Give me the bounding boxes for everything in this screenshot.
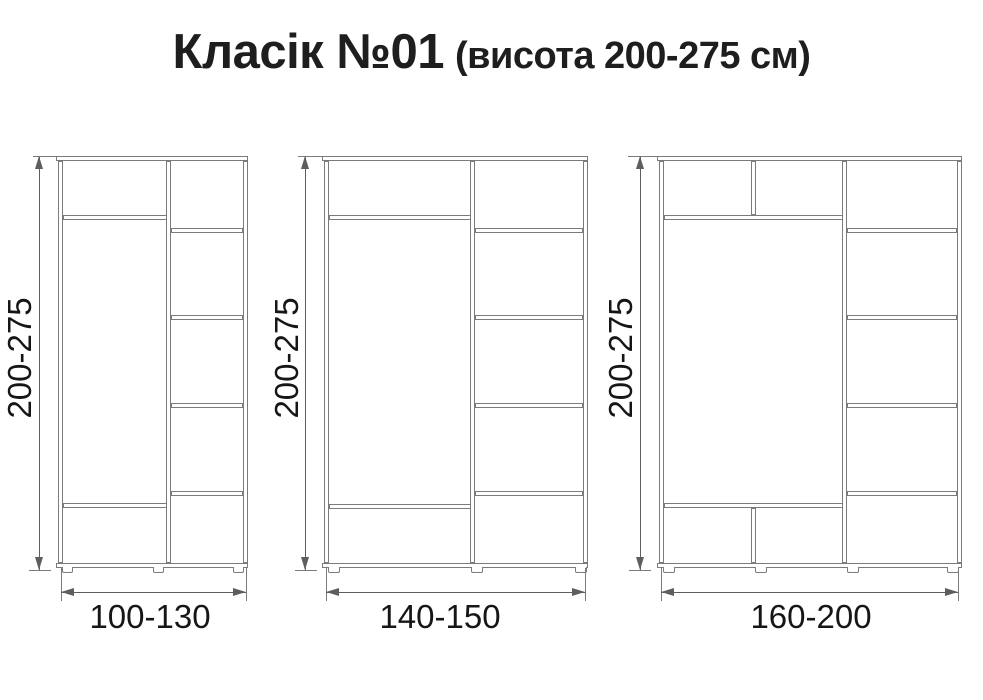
right-wall: [243, 161, 248, 563]
arrow-right-icon: [945, 588, 958, 596]
left-top-shelf: [63, 215, 167, 220]
foot: [575, 567, 587, 573]
arrow-down-icon: [301, 557, 309, 570]
right-shelf-2: [847, 315, 957, 320]
arrow-right-icon: [233, 588, 246, 596]
arrow-down-icon: [636, 557, 644, 570]
arrow-left-icon: [61, 588, 74, 596]
width-extension-right: [246, 568, 247, 601]
right-wall: [957, 161, 962, 563]
width-extension-right: [958, 568, 959, 601]
arrow-left-icon: [326, 588, 339, 596]
arrow-left-icon: [661, 588, 674, 596]
foot: [153, 567, 164, 573]
bottom-panel: [56, 563, 248, 568]
foot: [62, 567, 73, 573]
width-extension-left: [326, 568, 327, 601]
left-wall: [659, 161, 664, 563]
width-dimension-line: [61, 592, 246, 593]
foot: [328, 567, 340, 573]
right-shelf-1: [847, 228, 957, 233]
title-suffix: (висота 200-275 см): [454, 35, 811, 77]
width-extension-left: [661, 568, 662, 601]
right-shelf-4: [847, 491, 957, 496]
top-panel: [657, 156, 962, 161]
foot: [233, 567, 244, 573]
right-shelf-1: [475, 228, 583, 233]
arrow-up-icon: [35, 156, 43, 169]
top-compartment-divider: [751, 161, 756, 215]
height-dimension-line: [39, 157, 40, 570]
right-shelf-4: [171, 491, 243, 496]
floor-tick-line: [629, 570, 651, 571]
left-bottom-shelf: [329, 504, 471, 509]
arrow-down-icon: [35, 557, 43, 570]
floor-tick-line: [29, 570, 51, 571]
right-shelf-2: [475, 315, 583, 320]
height-dimension-line: [640, 157, 641, 570]
center-divider: [470, 161, 475, 563]
foot: [663, 567, 675, 573]
left-bottom-shelf: [63, 503, 167, 508]
bottom-panel: [657, 563, 962, 568]
width-label: 100-130: [89, 598, 211, 635]
foot: [755, 567, 767, 573]
left-wall: [58, 161, 63, 563]
foot: [471, 567, 483, 573]
right-shelf-4: [475, 491, 583, 496]
top-extension-line: [628, 156, 659, 157]
right-shelf-3: [171, 403, 243, 408]
arrow-up-icon: [301, 156, 309, 169]
left-bottom-shelf: [664, 503, 843, 508]
arrow-up-icon: [636, 156, 644, 169]
right-wall: [583, 161, 588, 563]
center-divider: [842, 161, 847, 563]
height-dimension-line: [305, 157, 306, 570]
bottom-panel: [322, 563, 588, 568]
floor-tick-line: [295, 570, 317, 571]
arrow-right-icon: [572, 588, 585, 596]
top-extension-line: [33, 156, 58, 157]
width-dimension-line: [661, 592, 958, 593]
title-main: Класік №01: [172, 25, 445, 79]
page-title: Класік №01 (висота 200-275 см): [0, 24, 983, 80]
width-label: 160-200: [750, 598, 872, 635]
left-top-shelf: [329, 215, 471, 220]
top-panel: [56, 156, 248, 161]
left-wall: [324, 161, 329, 563]
width-dimension-line: [326, 592, 585, 593]
width-extension-left: [61, 568, 62, 601]
width-label: 140-150: [379, 598, 501, 635]
top-panel: [322, 156, 588, 161]
foot: [847, 567, 859, 573]
right-shelf-2: [171, 315, 243, 320]
right-shelf-1: [171, 228, 243, 233]
center-divider: [166, 161, 171, 563]
top-extension-line: [298, 156, 324, 157]
bottom-compartment-divider: [751, 508, 756, 563]
left-top-shelf: [664, 215, 843, 220]
width-extension-right: [585, 568, 586, 601]
right-shelf-3: [847, 403, 957, 408]
height-label: 200-275: [602, 297, 639, 419]
right-shelf-3: [475, 403, 583, 408]
